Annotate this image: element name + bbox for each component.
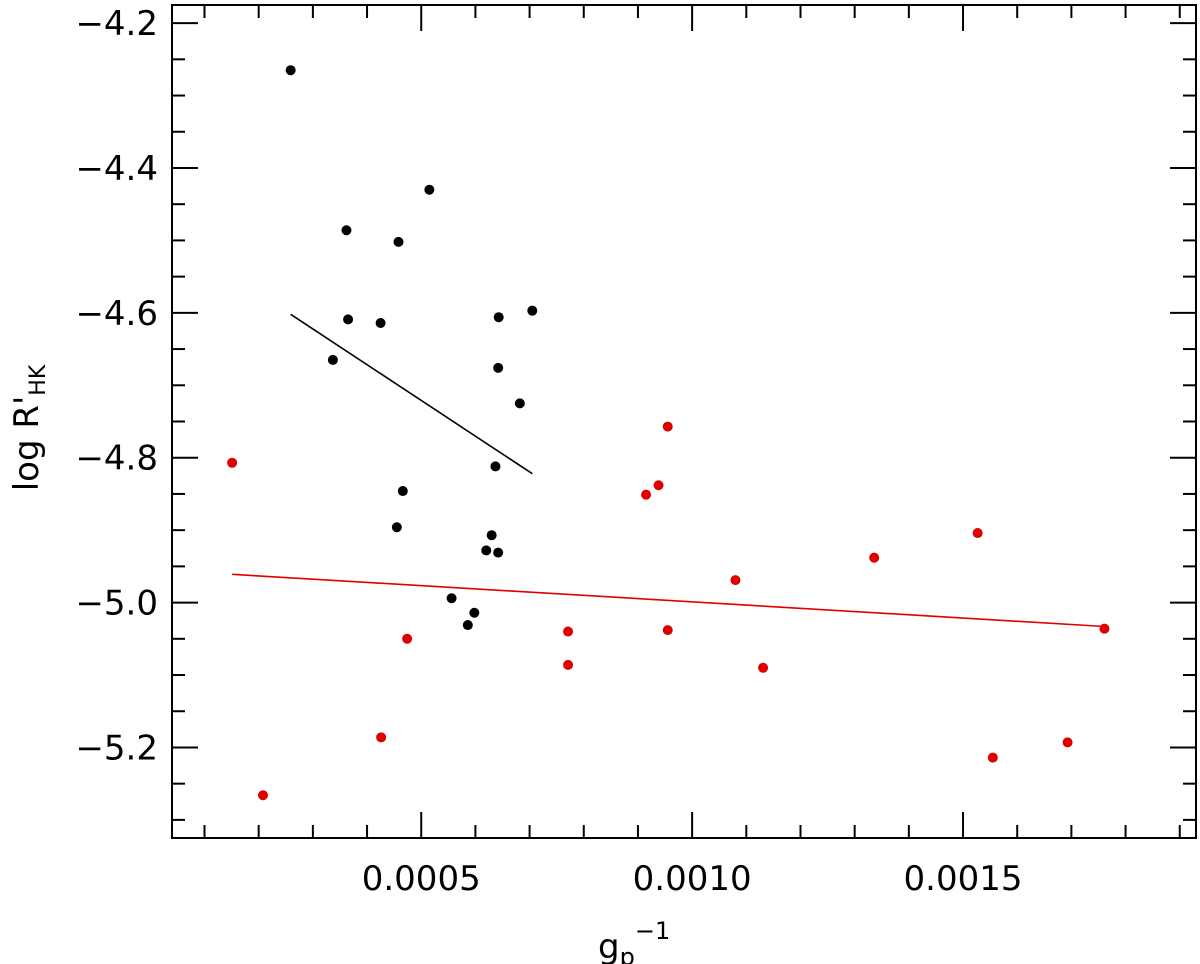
x-axis-ticks: 0.0005 0.0010 0.0015: [203, 5, 1181, 899]
red-data-point: [402, 633, 413, 644]
x-tick-label: 0.0010: [633, 859, 752, 899]
data-points: [227, 65, 1110, 801]
y-axis-ticks: −4.2 −4.4 −4.6 −4.8 −5.0 −5.2: [75, 4, 1196, 821]
red-fit-line: [232, 573, 1105, 628]
black-data-point: [493, 362, 504, 373]
fit-lines: [232, 313, 1105, 628]
red-data-point: [653, 480, 664, 491]
black-data-point: [493, 547, 504, 558]
black-data-point: [446, 593, 457, 604]
red-data-point: [563, 626, 574, 637]
y-axis-title: log R'HK: [7, 364, 51, 491]
black-data-point: [341, 225, 352, 236]
black-data-point: [424, 184, 435, 195]
y-tick-label: −4.6: [75, 294, 158, 334]
red-data-point: [376, 732, 387, 743]
x-axis-title: gp−1: [598, 917, 670, 964]
black-data-point: [462, 620, 473, 631]
red-data-point: [563, 659, 574, 670]
y-tick-label: −4.4: [75, 149, 158, 189]
black-data-point: [527, 305, 538, 316]
red-data-point: [972, 528, 983, 539]
red-data-point: [258, 790, 269, 801]
black-data-point: [493, 312, 504, 323]
red-data-point: [869, 552, 880, 563]
red-data-point: [662, 625, 673, 636]
black-data-point: [397, 486, 408, 497]
red-data-point: [1062, 737, 1073, 748]
y-tick-label: −5.2: [75, 728, 158, 768]
y-tick-label: −4.2: [75, 4, 158, 44]
red-data-point: [227, 457, 238, 468]
x-axis-title-superscript: −1: [635, 917, 670, 945]
red-data-point: [641, 489, 652, 500]
black-fit-line: [290, 313, 533, 475]
x-tick-label: 0.0005: [362, 859, 481, 899]
black-data-point: [375, 317, 386, 328]
red-data-point: [1099, 623, 1110, 634]
y-tick-label: −5.0: [75, 584, 158, 624]
black-data-point: [343, 314, 354, 325]
black-data-point: [391, 522, 402, 533]
x-axis-title-subscript: p: [620, 943, 635, 964]
black-data-point: [490, 461, 501, 472]
red-data-point: [730, 575, 741, 586]
red-data-point: [758, 662, 769, 673]
black-data-point: [481, 545, 492, 556]
black-data-point: [514, 398, 525, 409]
black-data-point: [469, 607, 480, 618]
x-tick-label: 0.0015: [904, 859, 1023, 899]
plot-frame: [171, 4, 1197, 839]
y-tick-label: −4.8: [75, 439, 158, 479]
black-data-point: [393, 236, 404, 247]
black-data-point: [327, 354, 338, 365]
y-axis-title-subscript: HK: [26, 364, 51, 396]
black-data-point: [486, 530, 497, 541]
black-data-point: [285, 65, 296, 76]
red-data-point: [662, 421, 673, 432]
red-data-point: [987, 752, 998, 763]
